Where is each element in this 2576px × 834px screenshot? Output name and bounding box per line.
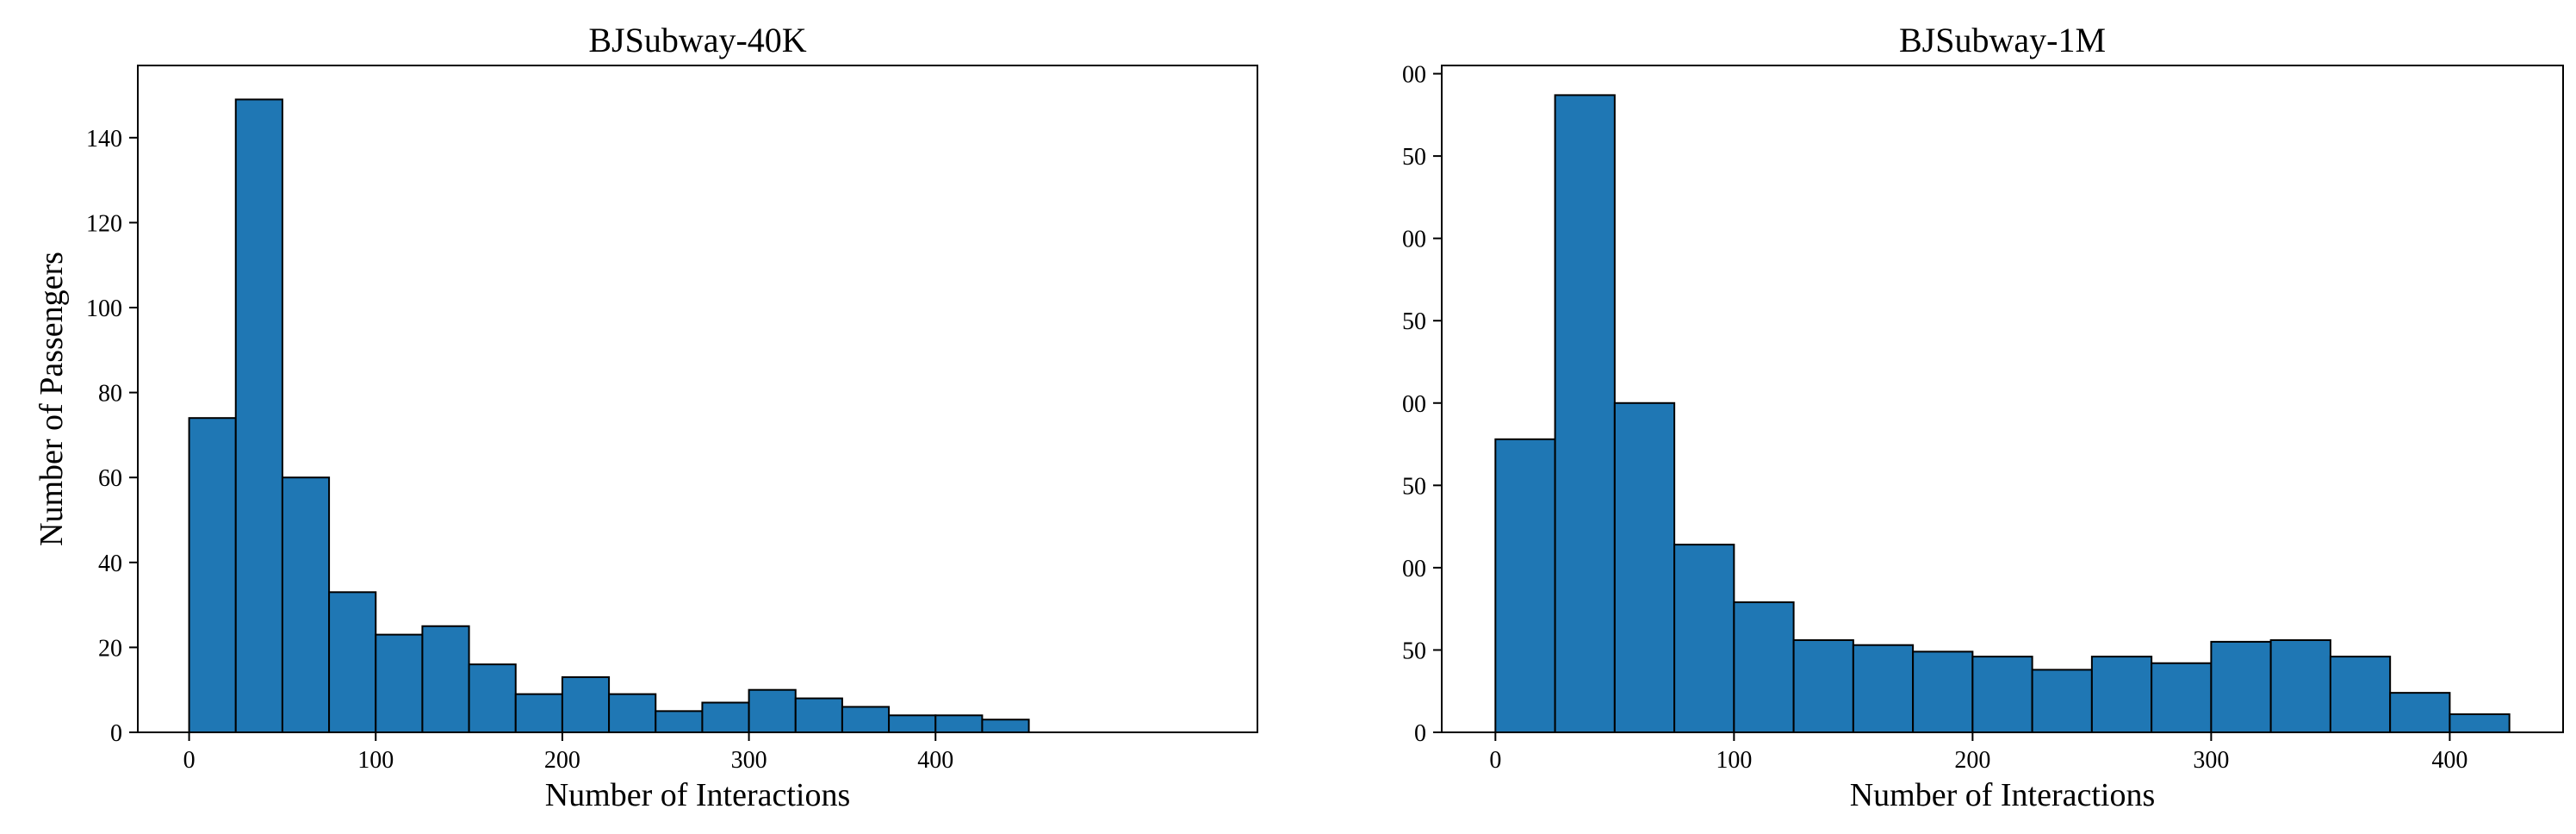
bar [1494,438,1556,733]
x-axis-ticks: 0 100 200 300 400 [1489,732,2467,774]
chart-title: BJSubway-40K [588,21,806,59]
y-tick-label: 50 [1402,308,1426,335]
x-tick-label: 0 [1489,747,1501,774]
bar [2031,669,2093,734]
bar [748,688,797,733]
plot-frame [137,65,1258,733]
y-axis-ticks: 0 50 00 50 00 50 00 50 00 [1402,62,1442,747]
x-tick-label: 0 [183,747,196,774]
chart-title: BJSubway-1M [1899,21,2106,59]
y-axis-ticks: 0 20 40 60 80 100 120 140 [86,126,138,747]
y-tick-label: 00 [1402,227,1426,253]
bar [328,591,377,733]
y-tick-label: 50 [1402,144,1426,171]
bar [468,663,517,734]
y-axis-label: Number of Passengers [34,252,70,546]
y-tick-label: 20 [98,635,122,662]
y-tick-label: 0 [110,720,122,747]
chart-panel-bjsubway-40k: 0 100 200 300 400 0 20 40 60 80 100 120 140 BJSubwa… [34,21,1258,813]
bar [2389,692,2451,734]
bar [1554,94,1616,733]
plot-frame [1441,65,2564,733]
y-tick-label: 100 [86,296,122,322]
bar [888,714,937,734]
bar [1792,638,1854,734]
y-tick-label: 00 [1402,391,1426,418]
x-tick-label: 200 [1954,747,1990,774]
bar [1673,544,1735,734]
x-tick-label: 200 [544,747,580,774]
bar [1912,650,1974,733]
bar [2151,662,2213,734]
y-tick-label: 120 [86,210,122,237]
x-tick-label: 400 [2431,747,2467,774]
bar [375,633,424,733]
bar [421,625,470,733]
bar [2329,656,2392,733]
bar [1971,656,2033,733]
bar [794,697,843,733]
bar [188,417,237,733]
bar-series [188,98,1030,734]
x-tick-label: 100 [357,747,394,774]
y-tick-label: 80 [98,381,122,408]
bar [841,706,891,734]
bar [608,693,657,733]
bar [934,714,984,734]
chart-panel-bjsubway-1m: 0 100 200 300 400 0 50 00 50 00 50 00 50 00 BJSubway… [1402,21,2564,813]
y-tick-label: 40 [98,551,122,577]
x-axis-label: Number of Interactions [545,777,851,813]
x-axis-label: Number of Interactions [1850,777,2156,813]
x-tick-label: 100 [1716,747,1752,774]
bar [2210,640,2272,734]
y-tick-label: 00 [1402,556,1426,582]
y-tick-label: 60 [98,465,122,492]
bar [655,710,704,734]
bar [561,675,611,733]
bar [234,98,283,733]
bar [2269,638,2331,734]
bar [281,476,331,733]
x-tick-label: 300 [2193,747,2229,774]
bar [701,701,750,733]
bar [1852,644,1915,734]
bar [1613,401,1676,733]
y-tick-label: 00 [1402,62,1426,89]
x-axis-ticks: 0 100 200 300 400 [183,732,953,774]
y-tick-label: 0 [1414,720,1426,747]
y-tick-label: 50 [1402,638,1426,664]
y-tick-label: 140 [86,126,122,152]
y-tick-label: 50 [1402,473,1426,500]
bar [2090,656,2153,733]
x-tick-label: 400 [917,747,953,774]
bar [2449,713,2511,734]
x-tick-label: 300 [731,747,767,774]
bar [1733,601,1795,733]
bar [514,693,563,733]
bar [981,719,1030,734]
bar-series [1494,94,2511,734]
